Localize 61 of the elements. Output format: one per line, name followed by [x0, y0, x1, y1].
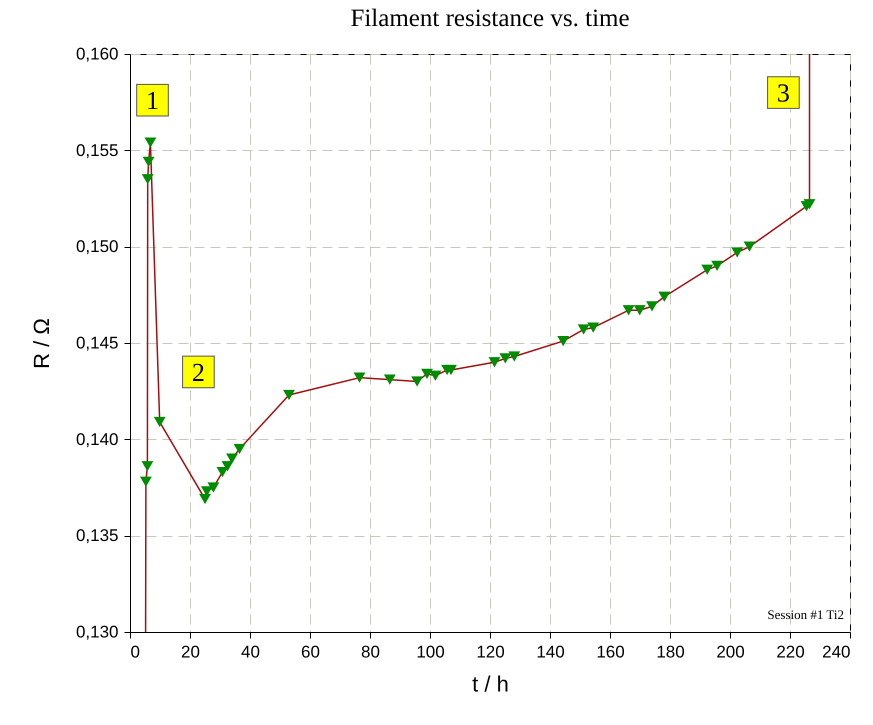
x-tick-label: 120	[476, 642, 505, 662]
point	[429, 370, 442, 381]
point	[142, 156, 155, 168]
x-tick-label: 40	[241, 642, 260, 662]
x-tick-label: 220	[776, 642, 805, 662]
point	[411, 376, 424, 387]
point	[154, 416, 166, 428]
point	[711, 260, 724, 272]
x-axis-title: t / h	[472, 672, 509, 696]
x-tick-label: 200	[716, 642, 745, 662]
point	[701, 264, 714, 275]
point	[557, 336, 570, 346]
point	[354, 372, 366, 383]
annotation: 2	[192, 358, 205, 387]
x-tick-label: 180	[656, 642, 685, 662]
x-tick-label: 100	[416, 642, 445, 662]
y-tick-label: 0,135	[76, 526, 118, 546]
y-tick-label: 0,155	[76, 140, 118, 160]
annotation: 1	[146, 86, 159, 116]
point	[207, 482, 220, 493]
point	[646, 301, 658, 312]
point	[488, 357, 500, 368]
x-tick-label: 240	[822, 642, 850, 662]
y-tick-label: 0,160	[76, 44, 118, 64]
y-tick-label: 0,140	[76, 430, 118, 449]
point	[142, 174, 154, 184]
y-tick-label: 0,150	[76, 237, 118, 256]
annotation: 3	[776, 78, 790, 108]
x-tick-label: 80	[361, 642, 380, 662]
point	[141, 461, 154, 472]
point	[222, 461, 234, 472]
point	[578, 324, 590, 335]
point	[499, 353, 512, 364]
point	[226, 453, 238, 464]
point	[744, 242, 756, 252]
x-tick-label: 20	[181, 642, 200, 662]
point	[587, 322, 600, 333]
x-tick-label: 0	[130, 642, 140, 662]
point	[731, 247, 744, 258]
point	[283, 390, 295, 400]
y-tick-label: 0,145	[76, 334, 118, 352]
chart-title: Filament resistance vs. time	[350, 5, 630, 32]
point	[421, 368, 433, 379]
point	[234, 444, 246, 454]
annotation: Session #1 Ti2	[767, 607, 844, 622]
point	[140, 476, 152, 487]
point	[199, 494, 211, 504]
point	[622, 305, 635, 316]
y-tick-label: 0,130	[76, 622, 118, 642]
x-tick-label: 160	[596, 642, 625, 662]
x-tick-label: 140	[536, 642, 565, 662]
point	[658, 292, 670, 302]
point	[634, 305, 646, 316]
point	[384, 374, 396, 385]
point	[508, 351, 520, 362]
point	[144, 138, 156, 148]
x-tick-label: 60	[301, 642, 320, 662]
point	[804, 199, 816, 210]
y-axis-title: R / Ω	[28, 318, 54, 369]
point	[216, 466, 228, 478]
point	[445, 364, 457, 376]
